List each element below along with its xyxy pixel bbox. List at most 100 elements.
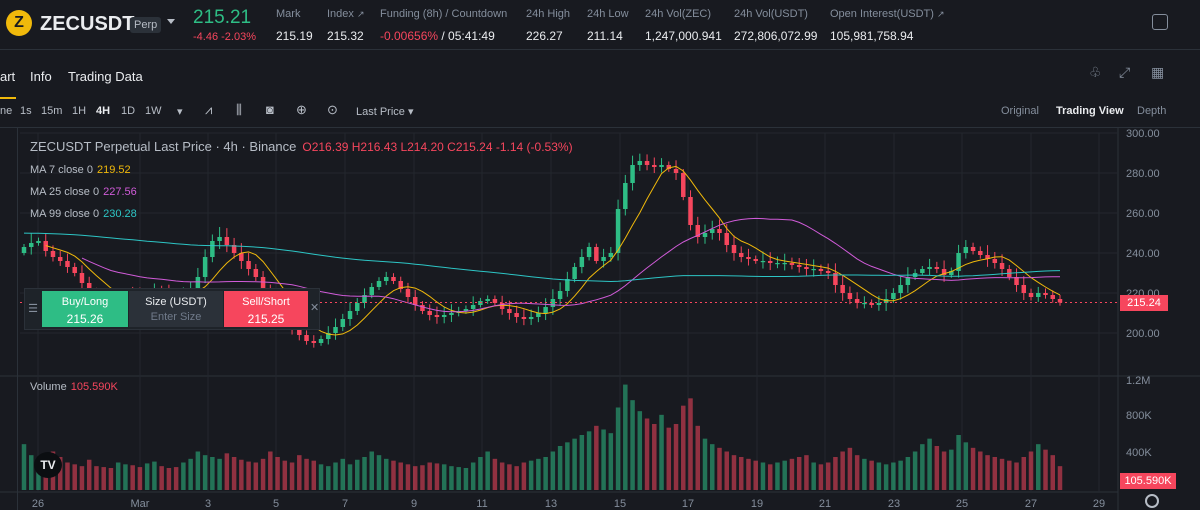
volume-bar xyxy=(144,463,150,490)
candle-body xyxy=(376,281,382,287)
volume-bar xyxy=(565,442,570,490)
volume-bar xyxy=(152,461,157,490)
volume-bar xyxy=(1014,462,1019,490)
date-tick-label: Mar xyxy=(131,498,150,510)
stat-value: 272,806,072.99 xyxy=(734,29,818,43)
expand-icon[interactable]: ⤢ xyxy=(1119,64,1131,80)
external-link-icon[interactable]: ↗ xyxy=(356,9,365,19)
candle-body xyxy=(623,183,628,209)
volume-bar xyxy=(333,462,338,490)
volume-bar xyxy=(681,405,686,490)
ma99-line xyxy=(23,232,1061,283)
volume-bar xyxy=(297,455,302,490)
volume-bar xyxy=(311,460,317,490)
candle-body xyxy=(528,317,534,319)
candle-body xyxy=(297,327,302,335)
date-tick-label: 5 xyxy=(273,498,279,510)
ma7-value: 219.52 xyxy=(96,164,131,176)
favorite-icon[interactable] xyxy=(1152,14,1168,30)
candle-body xyxy=(210,241,215,257)
date-tick-label: 26 xyxy=(32,498,44,510)
sell-short-button[interactable]: Sell/Short 215.25 xyxy=(224,291,308,327)
volume-bar xyxy=(876,462,882,490)
candle-body xyxy=(644,161,650,165)
stat-label: Funding (8h) / Countdown xyxy=(380,8,508,20)
candle-body xyxy=(615,209,621,253)
close-icon[interactable]: ✕ xyxy=(310,302,320,314)
drawing-tools-strip[interactable] xyxy=(0,127,18,510)
date-tick-label: 27 xyxy=(1025,498,1037,510)
buy-long-button[interactable]: Buy/Long 215.26 xyxy=(42,291,128,327)
candle-body xyxy=(854,299,860,303)
legend-ma99[interactable]: MA 99 close 0 230.28 xyxy=(30,208,137,220)
volume-bar xyxy=(159,466,164,490)
candle-body xyxy=(601,257,606,261)
interval-4h[interactable]: 4H xyxy=(96,105,111,117)
stat-vol-zec: 24h Vol(ZEC) 1,247,000.941 xyxy=(645,8,722,43)
axis-settings-icon[interactable] xyxy=(1145,494,1159,508)
stat-label: Open Interest(USDT) xyxy=(830,8,934,20)
view-trading-view[interactable]: Trading View xyxy=(1056,105,1124,117)
volume-bar xyxy=(811,462,816,490)
candle-body xyxy=(383,277,389,281)
candle-body xyxy=(217,237,222,241)
candle-body xyxy=(536,313,541,317)
symbol-dropdown-icon[interactable] xyxy=(167,19,175,24)
tab-trading-data[interactable]: Trading Data xyxy=(68,69,143,84)
volume-bar xyxy=(753,460,758,490)
bell-icon[interactable]: ♧ xyxy=(1089,64,1102,80)
tab-info[interactable]: Info xyxy=(30,69,52,84)
interval-1h[interactable]: 1H xyxy=(72,105,87,117)
volume-bar xyxy=(702,438,708,490)
symbol-title[interactable]: ZECUSDT xyxy=(40,13,135,35)
candle-body xyxy=(753,259,758,261)
candle-body xyxy=(767,261,773,263)
ma7-line xyxy=(45,165,1061,336)
volume-bar xyxy=(391,460,396,490)
interval-15m[interactable]: 15m xyxy=(41,105,63,117)
interval-dropdown-icon[interactable]: ▾ xyxy=(177,106,183,118)
settings-icon[interactable]: ⊙ xyxy=(327,102,338,117)
interval-1d[interactable]: 1D xyxy=(121,105,136,117)
date-tick-label: 13 xyxy=(545,498,557,510)
size-input[interactable] xyxy=(136,311,216,323)
candle-body xyxy=(804,267,809,269)
stat-value: 215.19 xyxy=(276,29,313,43)
size-field[interactable]: Size (USDT) xyxy=(129,291,223,327)
volume-bar xyxy=(978,451,983,490)
volume-bar xyxy=(86,459,92,490)
view-depth[interactable]: Depth xyxy=(1137,105,1167,117)
candle-body xyxy=(681,173,686,197)
quick-order-panel: ☰ Buy/Long 215.26 Size (USDT) Sell/Short… xyxy=(24,288,320,330)
indicator-icon[interactable]: ⩘ xyxy=(205,102,213,117)
interval-1s[interactable]: 1s xyxy=(20,105,32,117)
candle-body xyxy=(565,279,570,291)
candle-body xyxy=(412,297,418,305)
price-mode-select[interactable]: Last Price ▾ xyxy=(356,106,414,118)
legend-ma7[interactable]: MA 7 close 0 219.52 xyxy=(30,164,131,176)
volume-bar xyxy=(362,457,367,490)
candle-body xyxy=(434,315,440,317)
view-original[interactable]: Original xyxy=(1001,105,1039,117)
candle-body xyxy=(847,293,853,299)
tab-chart[interactable]: art xyxy=(0,69,16,99)
volume-bar xyxy=(275,457,280,490)
stat-funding: Funding (8h) / Countdown -0.00656% / 05:… xyxy=(380,8,507,43)
candle-body xyxy=(840,285,845,293)
drag-handle-icon[interactable]: ☰ xyxy=(28,303,38,315)
add-indicator-icon[interactable]: ⊕ xyxy=(296,102,307,117)
volume-bar xyxy=(507,464,512,490)
volume-bar xyxy=(586,431,592,490)
interval-1w[interactable]: 1W xyxy=(145,105,162,117)
interval-cut[interactable]: ne xyxy=(0,105,13,117)
candle-type-icon[interactable]: ⫼ xyxy=(236,102,242,117)
candle-body xyxy=(485,299,490,301)
legend-ma25[interactable]: MA 25 close 0 227.56 xyxy=(30,186,137,198)
camera-icon[interactable]: ◙ xyxy=(266,102,274,117)
external-link-icon[interactable]: ↗ xyxy=(936,9,945,19)
grid-layout-icon[interactable]: ▦ xyxy=(1151,64,1165,80)
candle-body xyxy=(862,303,867,305)
volume-bar xyxy=(608,433,614,490)
stat-value: 215.32 xyxy=(327,29,364,43)
